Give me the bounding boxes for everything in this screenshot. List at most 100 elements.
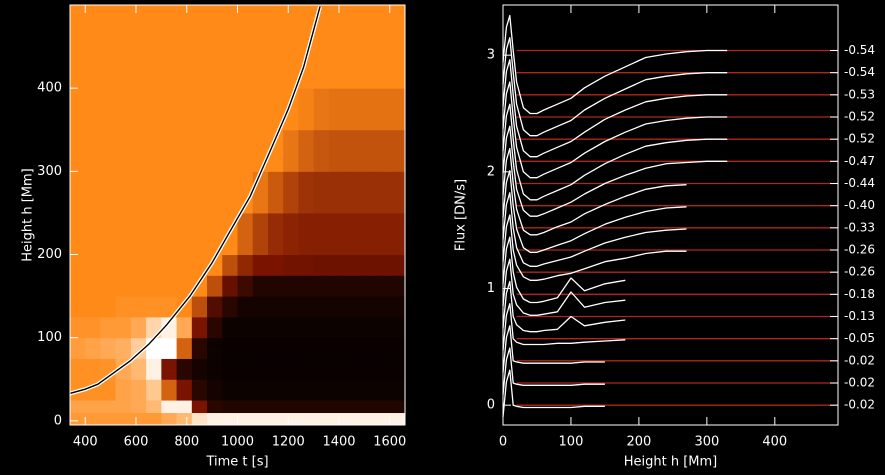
- heatmap-cell: [85, 88, 101, 131]
- heatmap-cell: [161, 88, 178, 131]
- heatmap-cell: [389, 316, 405, 339]
- heatmap-cell: [161, 171, 178, 214]
- heatmap-cell: [344, 88, 360, 131]
- heatmap-cell: [85, 412, 101, 425]
- x-tick-label: 600: [124, 435, 149, 450]
- y2-tick-label: -0.33: [844, 220, 875, 234]
- heatmap-cell: [70, 316, 86, 339]
- heatmap-cell: [283, 5, 299, 89]
- heatmap-cell: [161, 316, 178, 339]
- heatmap-cell: [191, 412, 208, 425]
- y2-tick-label: -0.02: [844, 353, 875, 367]
- heatmap-cell: [130, 296, 147, 318]
- heatmap-cell: [222, 88, 238, 131]
- heatmap-cell: [374, 412, 391, 425]
- heatmap-cell: [313, 296, 330, 318]
- heatmap-cell: [267, 171, 284, 214]
- heatmap-cell: [359, 88, 376, 131]
- heatmap-cell: [267, 275, 284, 297]
- heatmap-cell: [313, 212, 330, 256]
- heatmap-cell: [222, 171, 238, 214]
- y-tick-label: 200: [37, 247, 62, 262]
- heatmap-cell: [222, 412, 238, 425]
- heatmap-cell: [146, 400, 162, 414]
- heatmap-cell: [130, 212, 147, 256]
- heatmap-cell: [115, 5, 132, 89]
- x-tick-label: 200: [626, 435, 651, 450]
- heatmap-cell: [100, 316, 117, 339]
- heatmap-cell: [389, 88, 405, 131]
- heatmap-cell: [344, 171, 360, 214]
- heatmap-cell: [237, 212, 254, 256]
- heatmap-cell: [176, 379, 193, 401]
- heatmap-cell: [100, 88, 117, 131]
- heatmap-cell: [374, 296, 391, 318]
- heatmap-cell: [344, 129, 360, 172]
- heatmap-cell: [222, 316, 238, 339]
- heatmap-cell: [359, 337, 376, 359]
- heatmap-cell: [146, 171, 162, 214]
- heatmap-cell: [85, 316, 101, 339]
- heatmap-cell: [176, 358, 193, 380]
- heatmap-cell: [222, 379, 238, 401]
- heatmap-cell: [237, 412, 254, 425]
- heatmap-cell: [267, 379, 284, 401]
- heatmap-cell: [70, 358, 86, 380]
- heatmap-cell: [161, 337, 178, 359]
- heatmap-cell: [115, 379, 132, 401]
- heatmap-cell: [115, 337, 132, 359]
- heatmap-cell: [222, 400, 238, 414]
- heatmap-cell: [374, 254, 391, 276]
- heatmap-cell: [359, 316, 376, 339]
- heatmap-cell: [328, 5, 345, 89]
- flux-line: [502, 192, 687, 267]
- heatmap-cell: [161, 129, 178, 172]
- heatmap-cell: [176, 412, 193, 425]
- heatmap-cell: [298, 254, 315, 276]
- curve: [70, 6, 321, 395]
- heatmap-cell: [267, 212, 284, 256]
- heatmap-cell: [328, 412, 345, 425]
- heatmap-cell: [237, 275, 254, 297]
- heatmap-cell: [85, 400, 101, 414]
- heatmap-cell: [146, 129, 162, 172]
- heatmap-cell: [207, 254, 223, 276]
- heatmap-cell: [283, 358, 299, 380]
- heatmap-cell: [130, 88, 147, 131]
- heatmap-cell: [222, 129, 238, 172]
- heatmap-cell: [252, 316, 269, 339]
- heatmap-cell: [130, 254, 147, 276]
- heatmap-cell: [100, 254, 117, 276]
- heatmap-cell: [176, 129, 193, 172]
- heatmap-cell: [115, 254, 132, 276]
- heatmap-cell: [344, 400, 360, 414]
- heatmap-cell: [237, 129, 254, 172]
- heatmap-cell: [389, 358, 405, 380]
- heatmap-cell: [389, 412, 405, 425]
- heatmap-cell: [115, 316, 132, 339]
- heatmap-cell: [298, 212, 315, 256]
- heatmap-cell: [85, 5, 101, 89]
- heatmap-cell: [237, 5, 254, 89]
- heatmap-cell: [222, 5, 238, 89]
- heatmap-cell: [176, 212, 193, 256]
- x-tick-label: 800: [174, 435, 199, 450]
- heatmap-cell: [374, 212, 391, 256]
- heatmap-cell: [313, 358, 330, 380]
- heatmap-cell: [115, 296, 132, 318]
- heatmap-cell: [298, 400, 315, 414]
- heatmap-cell: [161, 400, 178, 414]
- heatmap-cell: [298, 171, 315, 214]
- heatmap-cell: [237, 254, 254, 276]
- heatmap-cell: [70, 296, 86, 318]
- heatmap-cell: [70, 88, 86, 131]
- heatmap-cell: [359, 400, 376, 414]
- heatmap-cell: [176, 171, 193, 214]
- x-tick-label: 300: [694, 435, 719, 450]
- heatmap-cell: [85, 358, 101, 380]
- heatmap-cell: [100, 171, 117, 214]
- heatmap-cell: [344, 212, 360, 256]
- heatmap-cell: [176, 400, 193, 414]
- heatmap-cell: [298, 296, 315, 318]
- heatmap-cell: [267, 5, 284, 89]
